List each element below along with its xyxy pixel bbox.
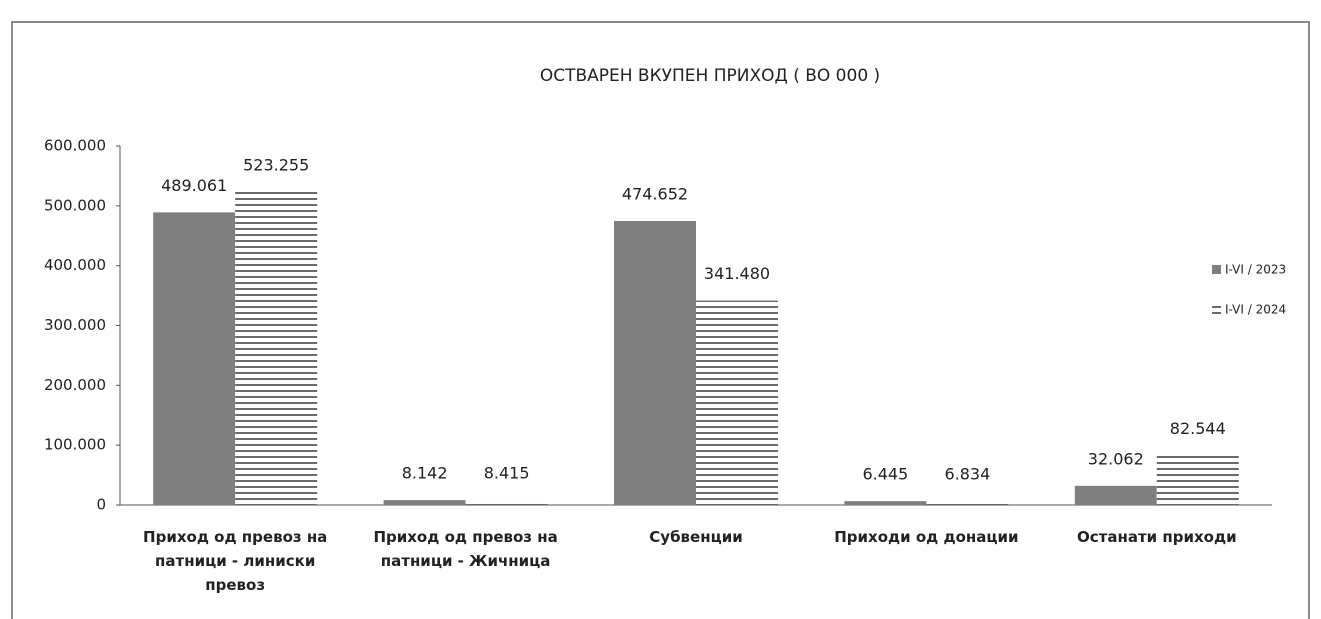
y-tick-label: 400.000	[44, 256, 106, 274]
x-tick-label: Приход од превоз на патници - линиски пр…	[143, 528, 328, 594]
y-tick-label: 300.000	[44, 316, 106, 334]
data-label: 82.544	[1170, 419, 1226, 438]
data-label: 32.062	[1088, 449, 1144, 468]
y-tick-label: 500.000	[44, 196, 106, 214]
data-label: 8.142	[402, 464, 448, 483]
bar	[235, 191, 318, 505]
legend-label: I-VI / 2023	[1225, 263, 1286, 277]
x-tick-label: Приходи од донации	[834, 528, 1019, 546]
bar	[926, 500, 1009, 505]
data-label: 489.061	[161, 176, 227, 195]
data-label: 6.834	[944, 464, 990, 483]
data-label: 523.255	[243, 155, 309, 174]
data-label: 8.415	[484, 463, 530, 482]
y-tick-label: 600.000	[44, 137, 106, 155]
legend-swatch	[1212, 305, 1221, 314]
data-label: 341.480	[704, 264, 770, 283]
bar	[844, 501, 927, 505]
bar	[614, 220, 696, 506]
y-tick-label: 200.000	[44, 376, 106, 394]
x-tick-label: Приход од превоз на патници - Жичница	[373, 528, 558, 570]
chart-frame	[11, 21, 1310, 619]
bar	[1156, 455, 1239, 505]
y-tick-label: 0	[96, 496, 106, 514]
bar	[153, 212, 236, 506]
legend-swatch	[1212, 265, 1221, 274]
bar	[465, 499, 548, 505]
legend-label: I-VI / 2024	[1225, 303, 1286, 317]
bar	[383, 500, 466, 505]
bar	[1074, 485, 1157, 505]
data-label: 474.652	[622, 184, 688, 203]
data-label: 6.445	[862, 465, 908, 484]
y-tick-label: 100.000	[44, 436, 106, 454]
x-tick-label: Субвенции	[649, 528, 743, 546]
bar	[696, 300, 778, 505]
x-tick-label: Останати приходи	[1077, 528, 1237, 546]
chart-title: ОСТВАРЕН ВКУПЕН ПРИХОД ( ВО 000 )	[540, 66, 880, 86]
